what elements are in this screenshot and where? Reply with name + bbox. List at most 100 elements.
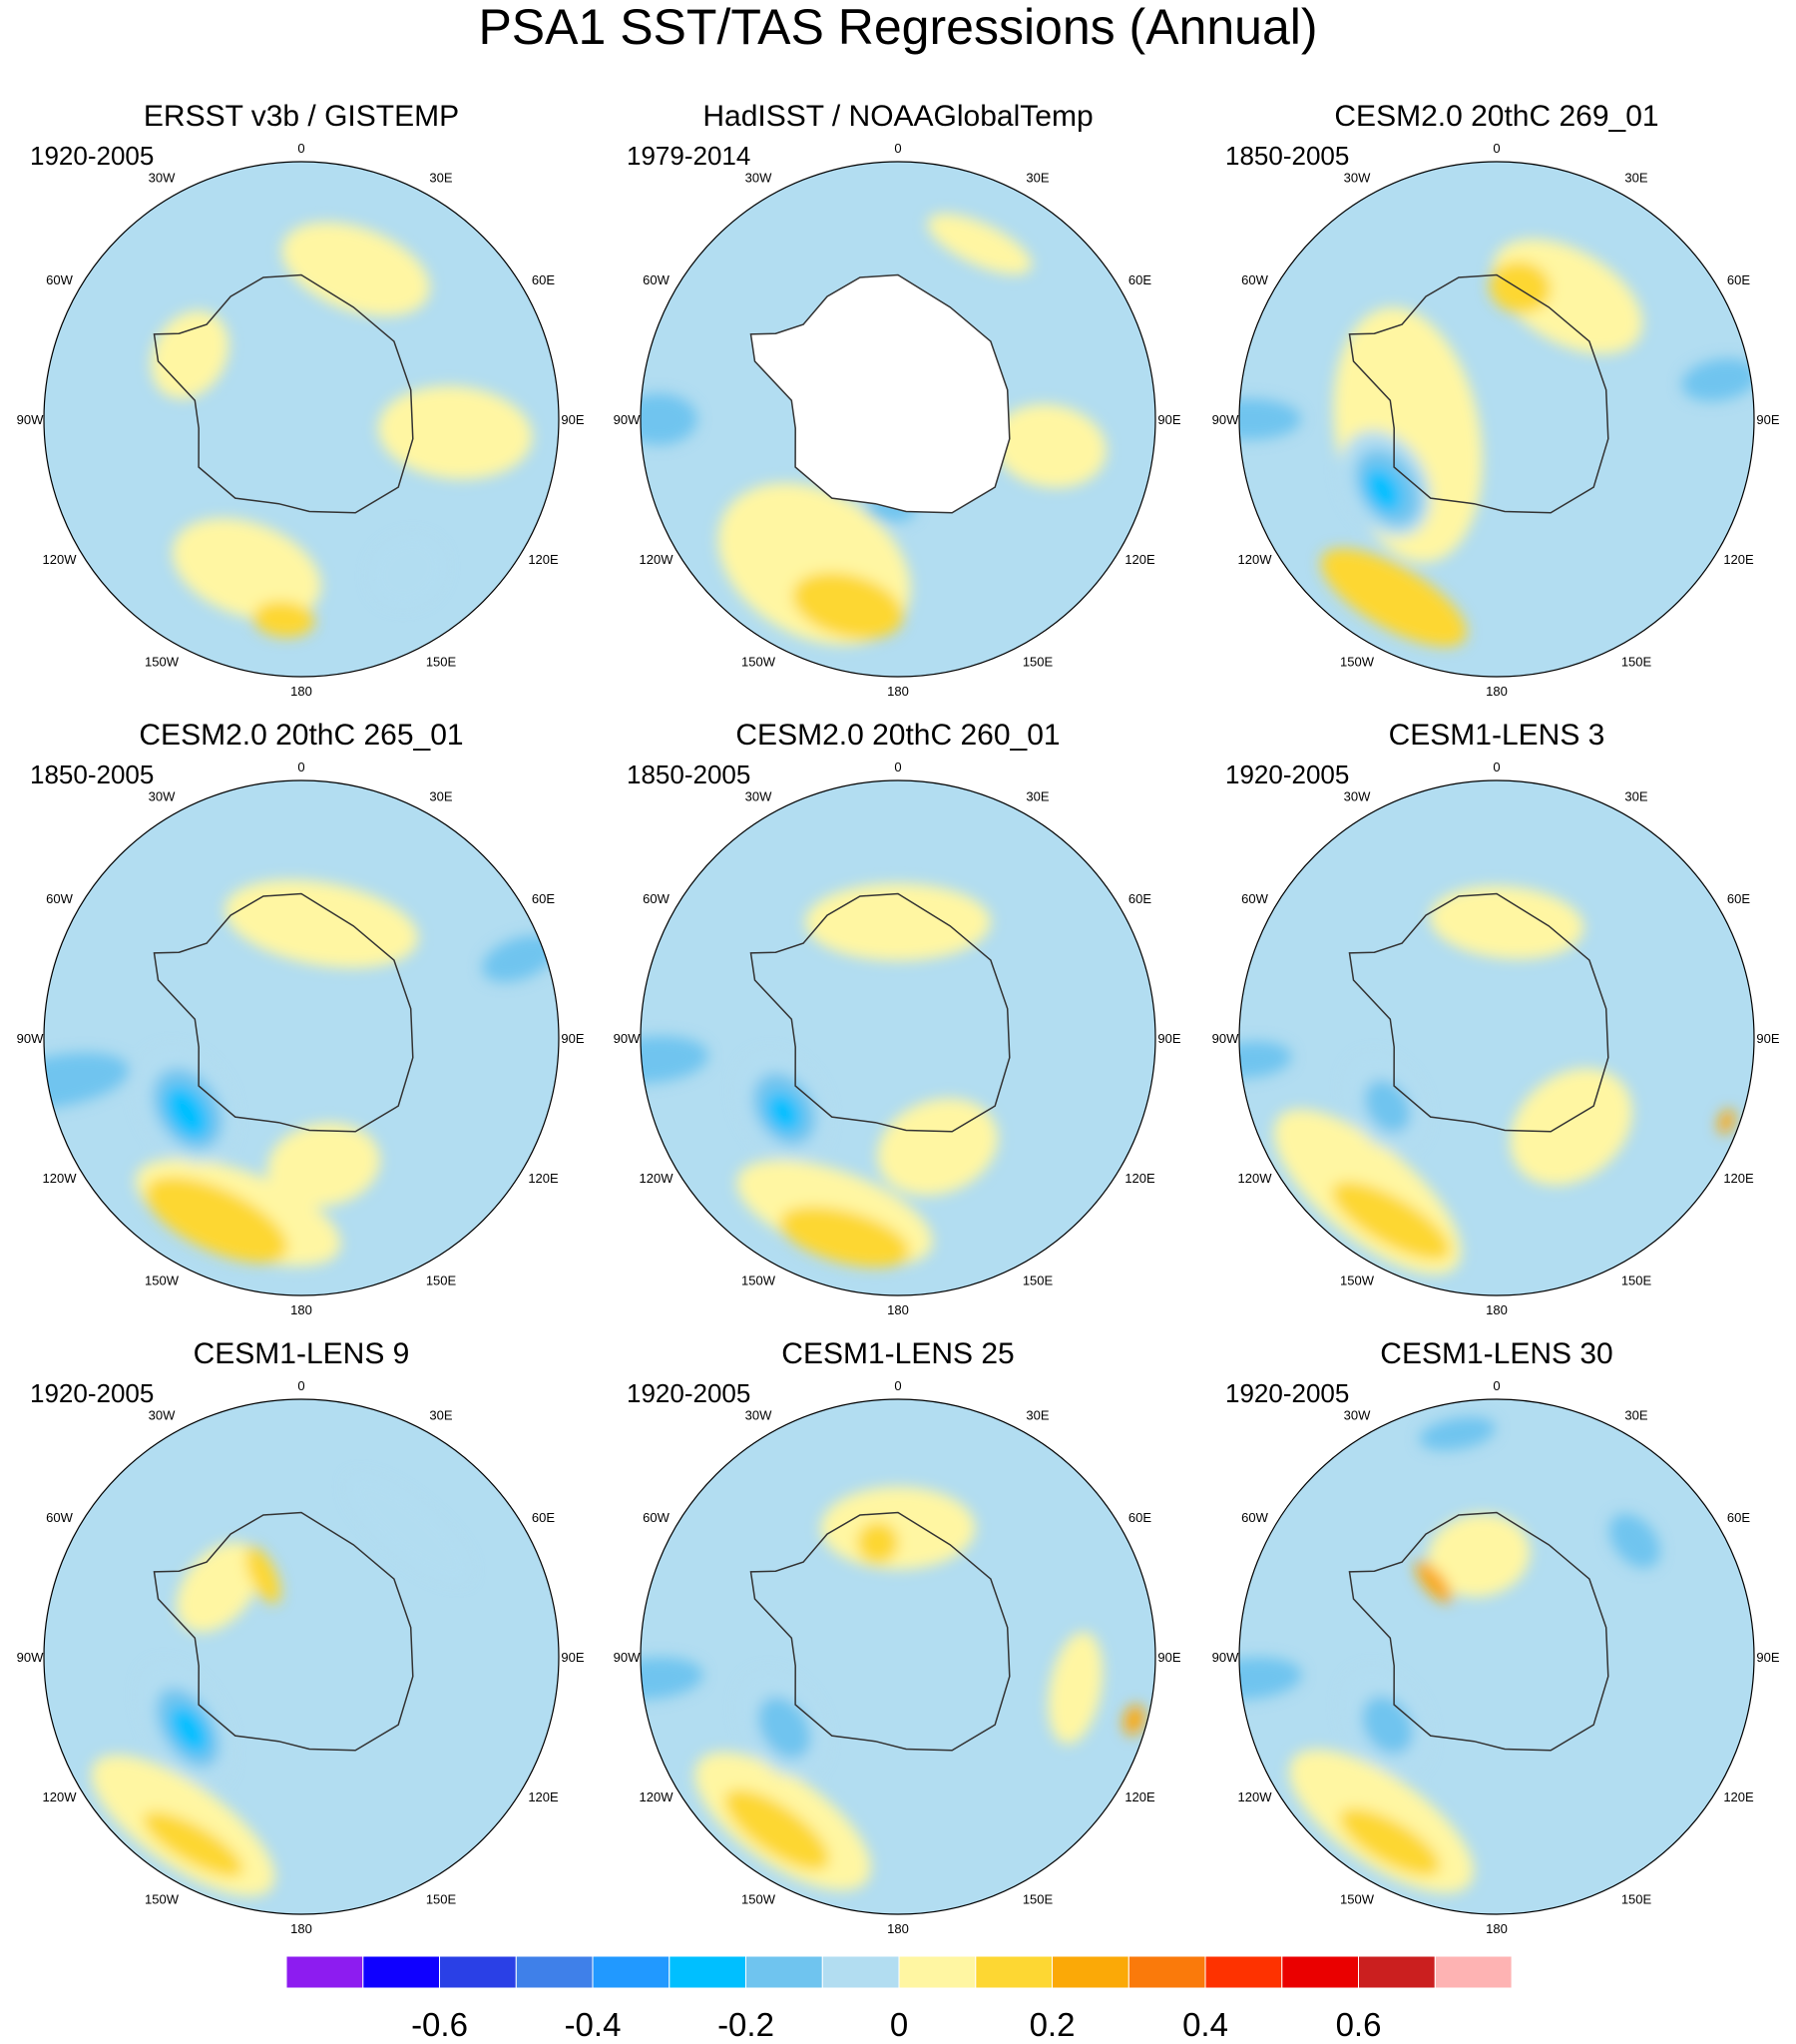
longitude-label: 180	[887, 684, 909, 699]
longitude-label: 120W	[640, 1171, 674, 1186]
map-background	[44, 1399, 559, 1914]
map-border	[43, 161, 560, 678]
longitude-label: 30E	[1624, 171, 1647, 186]
map-border	[1238, 1398, 1755, 1915]
contour-region	[377, 385, 533, 480]
panel-period: 1920-2005	[627, 1378, 750, 1408]
longitude-label: 90E	[561, 1031, 584, 1046]
longitude-label: 150E	[1621, 1274, 1652, 1288]
contour-region	[44, 1052, 130, 1110]
longitude-label: 90W	[614, 1650, 641, 1665]
colorbar-tick-label: -0.2	[717, 2006, 774, 2043]
colorbar-tick-label: 0.4	[1182, 2006, 1228, 2043]
contour-region	[994, 404, 1107, 488]
colorbar-swatch	[285, 1955, 364, 1989]
colorbar-swatch	[1052, 1955, 1129, 1989]
contour-region	[370, 535, 445, 607]
contour-region	[641, 1035, 708, 1084]
contour-region	[482, 935, 557, 983]
longitude-label: 60W	[1241, 1510, 1268, 1525]
longitude-label: 30E	[1026, 1408, 1049, 1423]
antarctica-coastline	[1348, 1511, 1609, 1752]
antarctica-coastline	[153, 892, 414, 1133]
longitude-label: 0	[297, 1378, 304, 1393]
longitude-label: 30E	[1026, 789, 1049, 804]
contour-region	[1429, 885, 1584, 959]
panel-period: 1850-2005	[1225, 141, 1349, 171]
map-background	[1239, 162, 1754, 677]
map-border	[1238, 779, 1755, 1296]
panel-period: 1850-2005	[30, 760, 154, 789]
longitude-label: 150E	[1621, 1892, 1652, 1907]
longitude-label: 30W	[1344, 1408, 1371, 1423]
longitude-label: 90E	[1157, 412, 1180, 427]
colorbar-swatch	[1281, 1955, 1360, 1989]
contour-region	[792, 572, 904, 640]
longitude-label: 120E	[528, 1789, 559, 1804]
map-panel: 0 30E 60E 90E 120E 150E 180 150W 120W 90W 60W 30W CE…	[614, 1337, 1181, 1936]
longitude-label: 30W	[745, 171, 772, 186]
longitude-label: 90W	[17, 412, 44, 427]
longitude-label: 90W	[1212, 412, 1239, 427]
longitude-label: 180	[1486, 684, 1508, 699]
antarctica-coastline	[153, 273, 414, 514]
longitude-label: 60E	[1128, 1510, 1151, 1525]
contour-region	[1239, 1041, 1292, 1078]
contour-region	[766, 1093, 801, 1132]
colorbar-swatch	[1127, 1955, 1206, 1989]
longitude-label: 120E	[528, 1171, 559, 1186]
longitude-label: 120W	[1238, 552, 1273, 567]
contour-region	[1364, 1079, 1411, 1133]
longitude-label: 180	[290, 684, 312, 699]
longitude-label: 60E	[1727, 272, 1750, 287]
contour-region	[1415, 1561, 1453, 1603]
panels-grid: 0 30E 60E 90E 120E 150E 180 150W 120W 90W 60W 30W ER…	[17, 100, 1780, 1936]
colorbar-tick-label: -0.4	[565, 2006, 622, 2043]
longitude-label: 120E	[1124, 552, 1155, 567]
longitude-label: 120E	[1723, 552, 1754, 567]
colorbar-swatch	[669, 1955, 747, 1989]
panel-title: CESM2.0 20thC 269_01	[1334, 100, 1658, 133]
longitude-label: 150W	[145, 1274, 180, 1288]
panel-title: CESM2.0 20thC 265_01	[139, 719, 463, 752]
antarctica-coastline	[749, 273, 1011, 514]
longitude-label: 30W	[745, 789, 772, 804]
contour-region	[151, 310, 229, 399]
longitude-label: 120W	[43, 1171, 78, 1186]
longitude-label: 60E	[532, 891, 555, 906]
longitude-label: 150E	[1023, 655, 1054, 670]
longitude-label: 150W	[145, 655, 180, 670]
panel-period: 1850-2005	[627, 760, 750, 789]
colorbar-swatch	[1434, 1955, 1513, 1989]
colorbar-tick-label: 0.6	[1336, 2006, 1382, 2043]
longitude-label: 30W	[149, 171, 176, 186]
panel-period: 1979-2014	[627, 141, 750, 171]
map-panel: 0 30E 60E 90E 120E 150E 180 150W 120W 90W 60W 30W CE…	[1212, 719, 1780, 1317]
panel-title: CESM2.0 20thC 260_01	[735, 719, 1060, 752]
longitude-label: 150E	[1023, 1892, 1054, 1907]
longitude-label: 150E	[426, 1274, 457, 1288]
longitude-label: 150E	[426, 655, 457, 670]
longitude-label: 30W	[745, 1408, 772, 1423]
contour-region	[347, 1474, 471, 1583]
panel-title: ERSST v3b / GISTEMP	[144, 100, 459, 133]
contour-region	[165, 1086, 209, 1139]
map-border	[640, 161, 1156, 678]
contour-region	[1681, 358, 1754, 401]
colorbar-swatch	[898, 1955, 977, 1989]
longitude-label: 120W	[1238, 1789, 1273, 1804]
colorbar-swatch	[1358, 1955, 1436, 1989]
longitude-label: 0	[297, 141, 304, 156]
map-background	[1239, 1399, 1754, 1914]
panel-period: 1920-2005	[30, 1378, 154, 1408]
map-panel: 0 30E 60E 90E 120E 150E 180 150W 120W 90W 60W 30W CE…	[1212, 1337, 1780, 1936]
contour-region	[1419, 1416, 1496, 1451]
longitude-label: 120E	[1723, 1171, 1754, 1186]
longitude-label: 0	[1493, 1378, 1500, 1393]
figure-title: PSA1 SST/TAS Regressions (Annual)	[478, 0, 1317, 55]
contour-region	[245, 1546, 281, 1604]
contour-region	[805, 883, 991, 961]
longitude-label: 60E	[1128, 272, 1151, 287]
contour-region	[1339, 1807, 1441, 1876]
